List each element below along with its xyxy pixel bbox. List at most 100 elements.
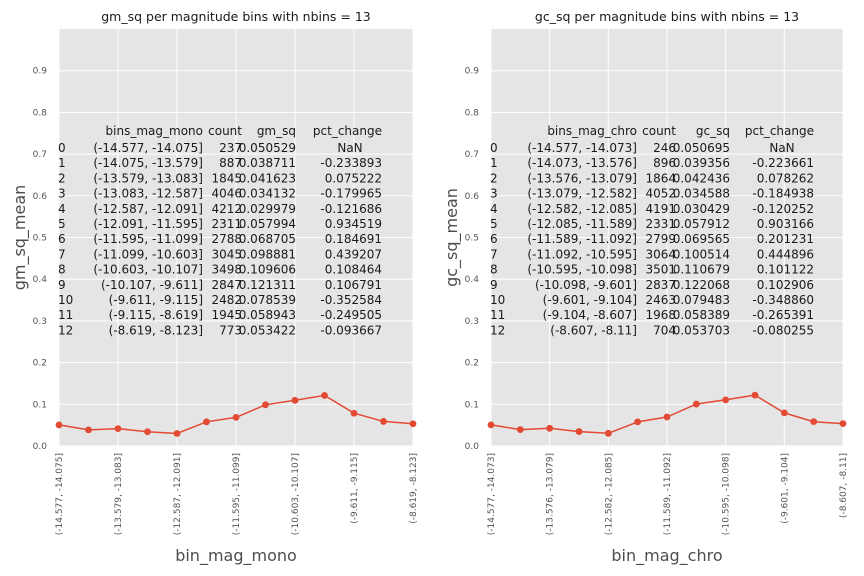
table-cell: 4212	[211, 202, 242, 216]
y-tick-label: 0.6	[33, 192, 48, 202]
data-point	[546, 424, 554, 432]
data-point	[321, 392, 328, 399]
table-cell: 10	[490, 293, 505, 307]
table-cell: 5	[58, 217, 66, 231]
table-cell: 0.058943	[239, 308, 296, 322]
table-cell: (-14.577, -14.073]	[527, 141, 637, 155]
table-cell: 0.057912	[673, 217, 730, 231]
table-cell: 0.039356	[673, 156, 730, 170]
data-point	[144, 428, 151, 436]
chart-title: gc_sq per magnitude bins with nbins = 13	[535, 9, 799, 24]
table-cell: 9	[490, 278, 498, 292]
table-cell: 0.098881	[239, 247, 296, 261]
data-point	[663, 413, 671, 421]
table-cell: 4	[58, 202, 66, 216]
table-cell: NaN	[769, 141, 794, 155]
table-cell: (-14.073, -13.576]	[527, 156, 637, 170]
table-cell: 2311	[211, 217, 242, 231]
y-tick-label: 0.7	[33, 150, 47, 160]
table-cell: 0.934519	[325, 217, 382, 231]
table-cell: 0.110679	[673, 263, 730, 277]
table-cell: (-9.104, -8.607]	[543, 308, 637, 322]
table-cell: 2837	[645, 278, 676, 292]
x-tick-label: (-9.601, -9.104]	[780, 453, 790, 524]
y-tick-label: 0.5	[33, 234, 47, 244]
y-tick-label: 0.2	[33, 359, 47, 369]
table-cell: 0.075222	[325, 171, 382, 185]
table-cell: 1845	[211, 171, 242, 185]
table-cell: (-8.607, -8.11]	[550, 323, 637, 337]
table-cell: 0.034132	[239, 187, 296, 201]
data-point	[380, 418, 387, 425]
table-cell: 0.041623	[239, 171, 296, 185]
table-cell: 2788	[211, 232, 242, 246]
table-cell: 12	[490, 323, 505, 337]
y-axis-label: gc_sq_mean	[442, 188, 462, 287]
table-header-cell: pct_change	[313, 124, 382, 138]
table-cell: 8	[490, 263, 498, 277]
table-cell: (-11.595, -11.099]	[93, 232, 203, 246]
table-cell: 3045	[211, 247, 242, 261]
table-cell: 0.058389	[673, 308, 730, 322]
y-tick-label: 0.7	[465, 150, 479, 160]
chart-title: gm_sq per magnitude bins with nbins = 13	[101, 9, 371, 24]
x-tick-label: (-10.595, -10.098]	[722, 453, 732, 535]
table-cell: (-13.079, -12.582]	[527, 187, 637, 201]
table-cell: 0.100514	[673, 247, 730, 261]
x-tick-label: (-13.579, -13.083]	[114, 453, 124, 535]
y-tick-label: 0.3	[465, 317, 479, 327]
table-cell: -0.184938	[752, 187, 814, 201]
table-cell: 3498	[211, 263, 242, 277]
table-cell: 6	[58, 232, 66, 246]
data-point	[409, 420, 417, 428]
table-header-cell: count	[642, 124, 676, 138]
table-cell: 0.042436	[673, 171, 730, 185]
table-cell: 887	[219, 156, 242, 170]
x-tick-label: (-11.595, -11.099]	[232, 453, 242, 535]
y-tick-label: 0.8	[33, 108, 48, 118]
table-cell: 0.109606	[239, 263, 296, 277]
x-tick-label: (-13.576, -13.079]	[546, 453, 556, 535]
table-cell: 0	[490, 141, 498, 155]
y-tick-label: 0.4	[33, 275, 48, 285]
table-cell: -0.249505	[320, 308, 382, 322]
table-cell: 4052	[645, 187, 676, 201]
data-point	[575, 428, 583, 435]
table-cell: 0.106791	[325, 278, 382, 292]
table-cell: 2	[58, 171, 66, 185]
y-axis-label: gm_sq_mean	[10, 185, 30, 291]
table-cell: 773	[219, 323, 242, 337]
table-cell: -0.352584	[320, 293, 382, 307]
table-cell: 1	[58, 156, 66, 170]
table-cell: (-10.098, -9.601]	[535, 278, 637, 292]
table-cell: 11	[490, 308, 505, 322]
y-tick-label: 0.8	[465, 108, 480, 118]
table-cell: 0.121311	[239, 278, 296, 292]
table-cell: 1945	[211, 308, 242, 322]
table-cell: -0.080255	[752, 323, 814, 337]
table-cell: 4191	[645, 202, 676, 216]
table-cell: (-13.579, -13.083]	[93, 171, 203, 185]
table-cell: 3	[58, 187, 66, 201]
table-header-cell: bins_mag_mono	[106, 124, 203, 138]
x-tick-label: (-12.587, -12.091]	[173, 453, 183, 535]
table-cell: 0.029979	[239, 202, 296, 216]
table-cell: 0.122068	[673, 278, 730, 292]
table-cell: (-8.619, -8.123]	[109, 323, 203, 337]
table-cell: 9	[58, 278, 66, 292]
y-tick-label: 0.9	[465, 67, 480, 77]
y-tick-label: 0.0	[33, 442, 48, 452]
data-point	[516, 426, 524, 433]
data-point	[232, 413, 240, 421]
table-cell: 0.050529	[239, 141, 296, 155]
table-cell: 2799	[645, 232, 676, 246]
table-cell: (-12.091, -11.595]	[93, 217, 203, 231]
